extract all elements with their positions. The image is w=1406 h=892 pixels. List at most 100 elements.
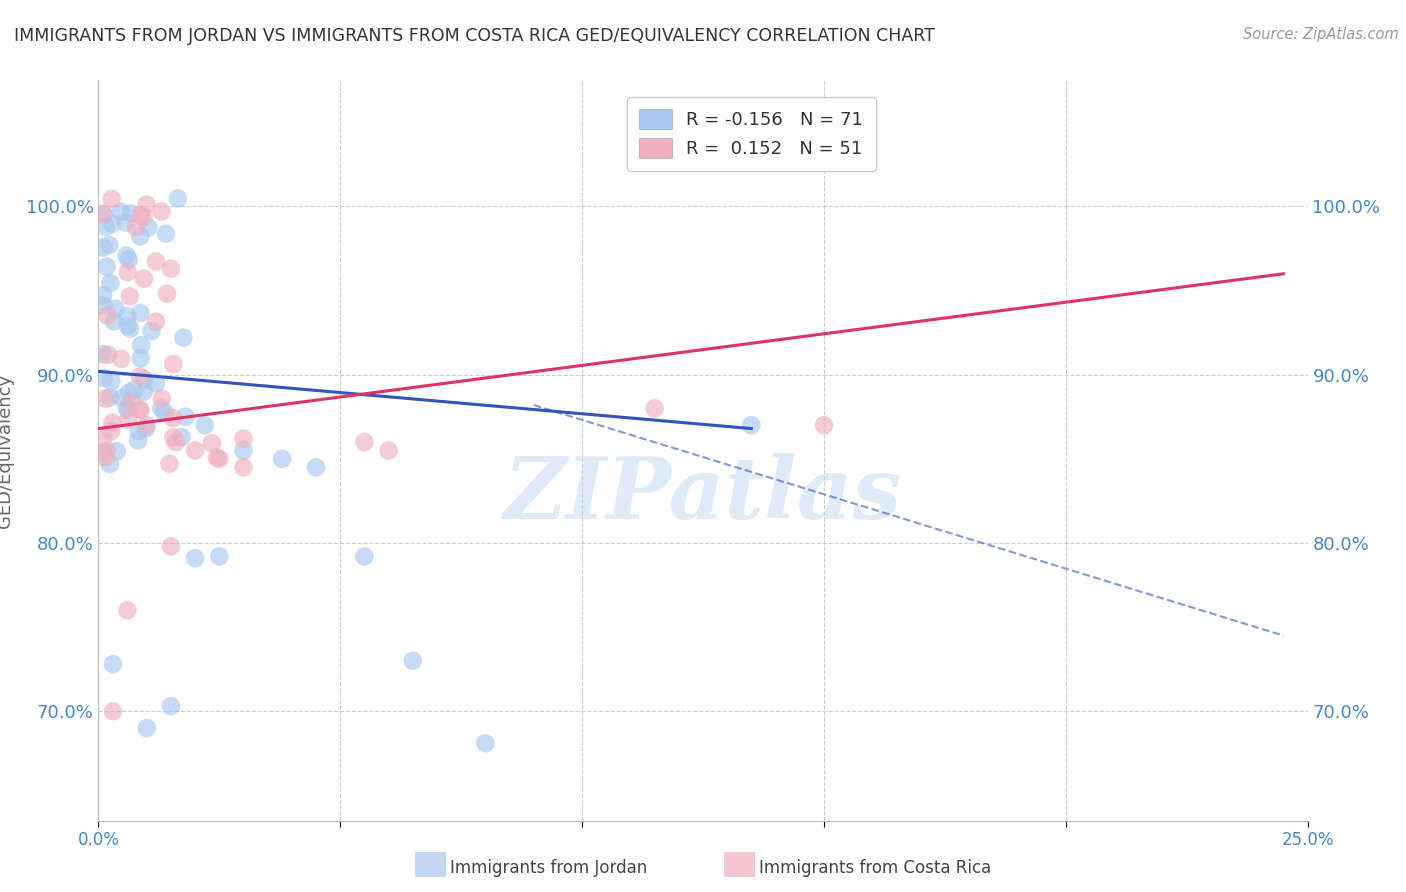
Point — [165, 435, 187, 450]
Point — [91, 240, 114, 254]
Point — [205, 450, 228, 465]
Point — [132, 271, 155, 285]
Point — [184, 551, 207, 566]
Point — [194, 418, 217, 433]
Point — [117, 265, 139, 279]
Point — [91, 347, 114, 361]
Point — [115, 215, 138, 229]
Point — [644, 401, 666, 416]
Point — [117, 603, 139, 617]
Point — [105, 444, 128, 458]
Point — [91, 207, 114, 221]
Legend: R = -0.156   N = 71, R =  0.152   N = 51: R = -0.156 N = 71, R = 0.152 N = 51 — [627, 96, 876, 170]
Point — [132, 372, 155, 386]
Point — [96, 444, 118, 458]
Point — [172, 331, 194, 345]
Point — [740, 418, 762, 433]
Point — [129, 306, 152, 320]
Point — [129, 369, 152, 384]
Point — [166, 191, 188, 205]
Text: Immigrants from Costa Rica: Immigrants from Costa Rica — [759, 859, 991, 877]
Point — [135, 197, 157, 211]
Point — [100, 424, 122, 438]
Point — [129, 403, 152, 417]
Text: IMMIGRANTS FROM JORDAN VS IMMIGRANTS FROM COSTA RICA GED/EQUIVALENCY CORRELATION: IMMIGRANTS FROM JORDAN VS IMMIGRANTS FRO… — [14, 27, 935, 45]
Point — [120, 321, 142, 335]
Point — [170, 430, 193, 444]
Point — [100, 374, 122, 388]
Point — [160, 261, 183, 276]
Point — [150, 401, 173, 416]
Point — [160, 699, 183, 714]
Point — [129, 338, 152, 352]
Point — [129, 229, 152, 244]
Point — [117, 402, 139, 417]
Point — [232, 460, 254, 475]
Point — [208, 451, 231, 466]
Point — [162, 430, 184, 444]
Point — [150, 204, 173, 219]
Point — [91, 288, 114, 302]
Point — [97, 309, 120, 323]
Point — [118, 385, 141, 400]
Point — [232, 432, 254, 446]
Point — [305, 460, 328, 475]
Point — [184, 443, 207, 458]
Point — [201, 436, 224, 450]
Point — [115, 401, 138, 415]
Point — [127, 434, 149, 448]
Point — [91, 299, 114, 313]
Point — [125, 219, 148, 234]
Point — [145, 376, 167, 391]
Point — [128, 402, 150, 417]
Y-axis label: GED/Equivalency: GED/Equivalency — [0, 374, 14, 527]
Point — [145, 254, 167, 268]
Point — [208, 549, 231, 564]
Point — [120, 206, 142, 220]
Point — [101, 192, 124, 206]
Point — [129, 208, 152, 222]
Text: Source: ZipAtlas.com: Source: ZipAtlas.com — [1243, 27, 1399, 42]
Point — [402, 654, 425, 668]
Point — [104, 301, 127, 316]
Point — [150, 392, 173, 406]
Point — [141, 324, 163, 338]
Point — [110, 204, 132, 219]
Point — [98, 457, 121, 471]
Point — [94, 450, 117, 465]
Point — [135, 418, 157, 433]
Point — [474, 736, 496, 750]
Point — [128, 424, 150, 438]
Point — [129, 351, 152, 366]
Point — [98, 390, 121, 404]
Point — [377, 443, 399, 458]
Point — [135, 421, 157, 435]
Point — [98, 238, 121, 252]
Point — [132, 210, 155, 224]
Point — [132, 384, 155, 399]
Point — [117, 318, 139, 333]
Point — [271, 451, 294, 466]
Point — [117, 412, 139, 426]
Point — [155, 227, 177, 241]
Point — [138, 220, 160, 235]
Point — [135, 721, 157, 735]
Point — [96, 260, 118, 274]
Point — [98, 276, 121, 290]
Text: ZIPatlas: ZIPatlas — [503, 453, 903, 537]
Point — [93, 432, 115, 446]
Point — [813, 418, 835, 433]
Point — [174, 409, 197, 424]
Point — [162, 357, 184, 371]
Point — [232, 443, 254, 458]
Point — [93, 371, 115, 385]
Point — [110, 351, 132, 366]
Point — [111, 391, 134, 405]
Point — [91, 208, 114, 222]
Point — [118, 289, 141, 303]
Point — [94, 392, 117, 406]
Point — [117, 309, 139, 323]
Point — [162, 411, 184, 425]
Point — [94, 219, 117, 234]
Point — [101, 657, 124, 672]
